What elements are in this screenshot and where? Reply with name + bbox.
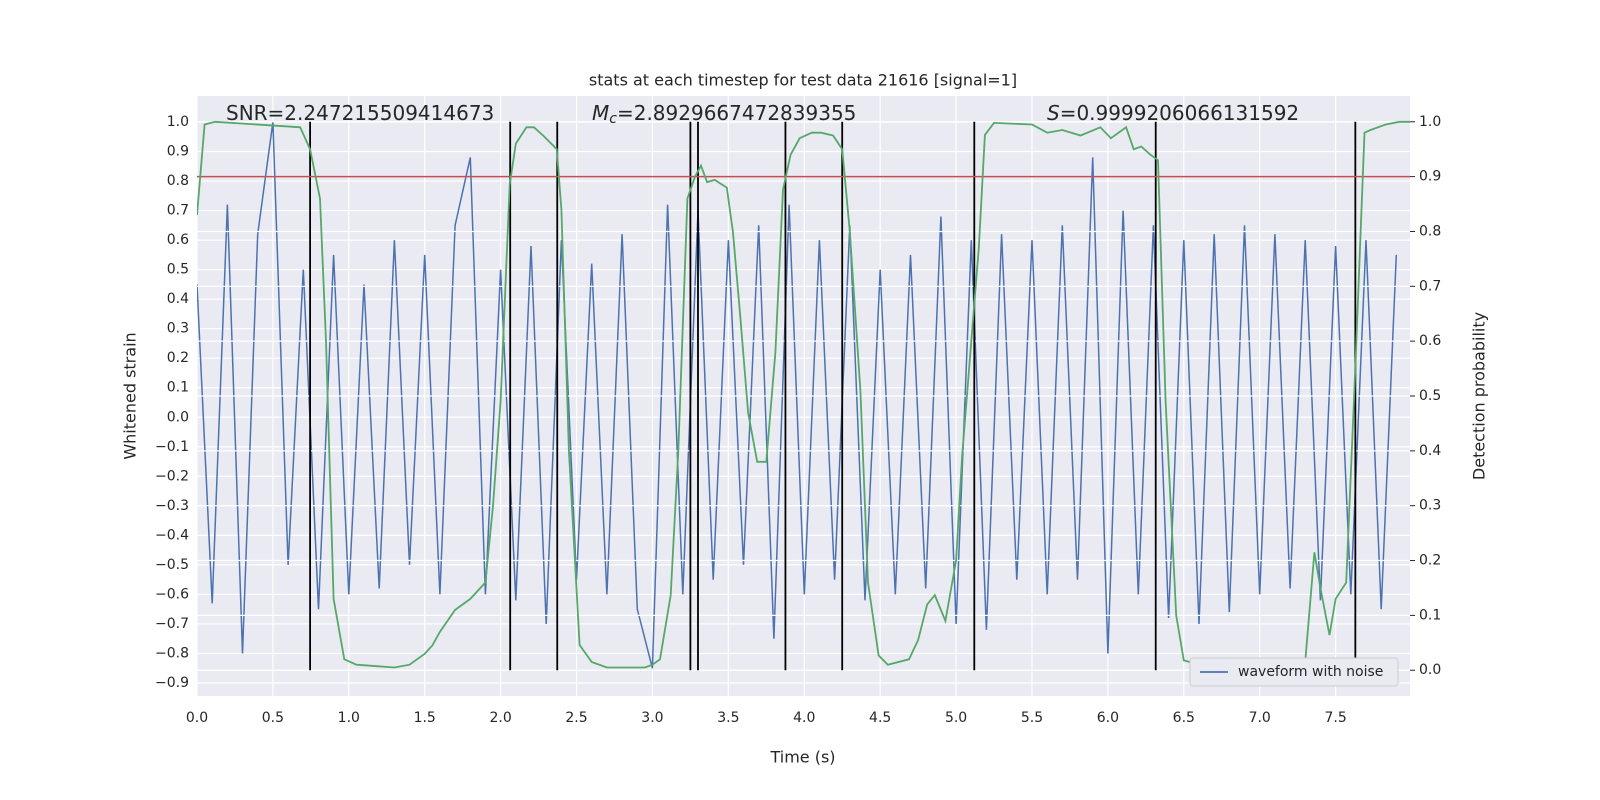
legend-box [1189,657,1399,687]
y-tick-label: −0.4 [155,527,189,543]
x-tick-label: 6.5 [1173,710,1195,726]
x-tick-label: 7.0 [1249,710,1271,726]
y2-tick-label: 0.2 [1419,553,1441,569]
x-tick-label: 0.5 [262,710,284,726]
y2-tick-label: 0.5 [1419,388,1441,404]
annotation: SNR=2.247215509414673 [226,101,494,125]
legend-label: waveform with noise [1238,664,1383,680]
y-tick-label: 0.3 [167,321,189,337]
x-tick-label: 5.0 [945,710,967,726]
y-tick-label: 0.0 [167,409,189,425]
y-tick-label: −0.6 [155,586,189,602]
annotation-symbol: M [592,101,609,125]
x-tick-label: 4.0 [793,710,815,726]
annotation: S=0.9999206066131592 [1047,101,1299,125]
y-tick-label: −0.8 [155,645,189,661]
x-tick-label: 6.0 [1097,710,1119,726]
y2-tick-label: 0.0 [1419,662,1441,678]
y2-tick-label: 0.4 [1419,443,1441,459]
y-tick-label: −0.5 [155,557,189,573]
probability-line [197,120,1410,669]
y-tick-label: 0.9 [167,144,189,160]
x-tick-label: 3.5 [717,710,739,726]
x-axis-label: Time (s) [769,748,835,767]
y2-tick-label: 0.6 [1419,333,1441,349]
y-tick-label: 1.0 [167,114,189,130]
y2-tick-label: 0.1 [1419,607,1441,623]
y-tick-label: 0.7 [167,203,189,219]
y2-tick-label: 0.8 [1419,223,1441,239]
y-tick-label: −0.3 [155,498,189,514]
y2-tick-label: 1.0 [1419,114,1441,130]
annotation-subscript: c [609,111,617,127]
annotation: Mc=2.8929667472839355 [592,101,856,128]
x-tick-label: 1.5 [414,710,436,726]
y-tick-label: −0.1 [155,439,189,455]
annotation-text: =2.8929667472839355 [617,101,856,125]
y2-tick-label: 0.9 [1419,169,1441,185]
x-tick-label: 0.0 [186,710,208,726]
y2-tick-label: 0.3 [1419,498,1441,514]
y2-axis-label: Detection probability [1470,312,1489,480]
x-tick-label: 2.5 [565,710,587,726]
y2-tick-label: 0.7 [1419,278,1441,294]
annotation-symbol: S [1047,101,1060,125]
y-axis-label: Whitened strain [121,332,140,459]
y-tick-label: 0.6 [167,232,189,248]
x-tick-label: 1.0 [338,710,360,726]
y-tick-label: 0.2 [167,350,189,366]
y-tick-label: −0.2 [155,468,189,484]
x-tick-label: 7.5 [1324,710,1346,726]
x-tick-label: 4.5 [869,710,891,726]
y-tick-label: −0.7 [155,616,189,632]
x-tick-label: 2.0 [489,710,511,726]
y-tick-label: −0.9 [155,675,189,691]
x-tick-label: 5.5 [1021,710,1043,726]
y-tick-label: 0.4 [167,291,189,307]
annotation-text: SNR=2.247215509414673 [226,101,494,125]
y-tick-label: 0.1 [167,380,189,396]
x-tick-label: 3.0 [641,710,663,726]
chart-title: stats at each timestep for test data 216… [589,71,1017,90]
y-tick-label: 0.5 [167,262,189,278]
y-tick-label: 0.8 [167,173,189,189]
annotation-text: =0.9999206066131592 [1060,101,1299,125]
